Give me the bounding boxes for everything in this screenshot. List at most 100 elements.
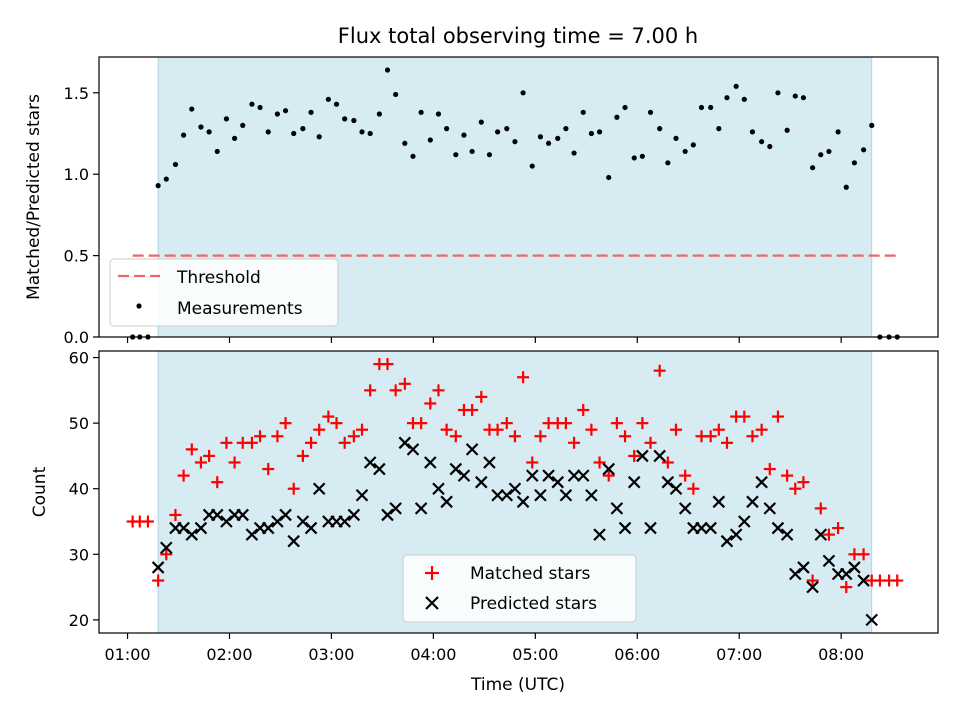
- measurement-point: [724, 95, 730, 101]
- predicted-star-point: [814, 528, 828, 541]
- measurement-point: [800, 95, 807, 101]
- ratio-ytick-label-2: 1.0: [64, 165, 89, 184]
- legend-measurements-label: Measurements: [177, 299, 303, 319]
- matched-star-point: [245, 436, 258, 449]
- predicted-star-point: [414, 502, 428, 515]
- measurement-point: [606, 174, 612, 181]
- predicted-star-point: [465, 443, 479, 456]
- measurement-point: [351, 117, 357, 124]
- measurement-point: [860, 147, 867, 153]
- matched-star-point: [822, 528, 835, 541]
- predicted-star-point: [661, 475, 675, 489]
- predicted-stars-points: [151, 436, 879, 627]
- matched-star-point: [432, 384, 445, 397]
- predicted-star-point: [457, 469, 471, 482]
- predicted-star-point: [261, 521, 275, 535]
- predicted-star-point: [500, 489, 514, 502]
- matched-star-point: [364, 384, 377, 397]
- predicted-star-point: [389, 502, 402, 515]
- count-xtick-label-1: 02:00: [206, 645, 252, 664]
- predicted-star-point: [567, 469, 581, 482]
- predicted-star-point: [491, 489, 504, 502]
- matched-star-point: [806, 574, 819, 587]
- legend-measurements-swatch: [136, 303, 142, 309]
- matched-star-point: [381, 358, 394, 371]
- measurement-point: [333, 101, 340, 107]
- measurement-point: [291, 130, 297, 137]
- predicted-star-point: [822, 554, 836, 568]
- predicted-star-point: [210, 508, 224, 522]
- measurement-point: [657, 126, 663, 132]
- matched-star-point: [857, 548, 870, 561]
- count-ytick-label-1: 30: [69, 545, 89, 564]
- predicted-star-point: [440, 495, 453, 509]
- measurement-point: [571, 150, 577, 156]
- measurement-point: [792, 93, 798, 99]
- measurement-point: [835, 129, 841, 135]
- matched-star-point: [177, 469, 190, 482]
- measurement-point: [545, 140, 552, 146]
- predicted-star-point: [508, 482, 522, 495]
- measurement-point: [478, 119, 484, 125]
- measurement-point: [393, 91, 399, 98]
- predicted-star-point: [220, 515, 233, 528]
- matched-star-point: [466, 404, 479, 417]
- matched-star-point: [610, 417, 623, 430]
- matched-star-point: [271, 430, 284, 443]
- count-y-ticks: 20 30 40 50 60: [69, 349, 99, 630]
- measurement-point: [214, 148, 220, 155]
- matched-star-point: [356, 423, 369, 436]
- predicted-star-point: [610, 502, 624, 515]
- legend-predicted-swatch: [425, 596, 439, 610]
- count-ytick-label-0: 20: [69, 611, 89, 630]
- matched-star-point: [305, 436, 318, 449]
- measurement-point: [504, 126, 510, 132]
- count-panel: 20 30 40 50 60 01:00 02:00 03:00 04:00 05:00 06:0…: [30, 349, 939, 695]
- predicted-star-point: [618, 521, 632, 535]
- measurement-point: [869, 122, 875, 128]
- matched-star-point: [619, 430, 632, 443]
- predicted-star-point: [797, 561, 810, 574]
- measurement-point: [359, 129, 365, 135]
- matched-star-point: [797, 476, 810, 489]
- measurement-point: [274, 111, 281, 117]
- predicted-star-point: [406, 443, 420, 456]
- predicted-star-point: [738, 515, 751, 528]
- measurement-point: [843, 184, 849, 190]
- matched-star-point: [712, 423, 725, 436]
- measurement-point: [708, 104, 714, 111]
- predicted-star-point: [525, 469, 539, 482]
- predicted-star-point: [627, 475, 641, 489]
- measurement-point: [342, 116, 348, 122]
- measurement-point: [767, 143, 773, 150]
- matched-star-point: [500, 417, 513, 430]
- matched-star-point: [296, 449, 309, 462]
- measurement-point: [461, 132, 467, 138]
- predicted-star-point: [304, 521, 318, 535]
- matched-star-point: [840, 581, 853, 594]
- matched-star-point: [628, 449, 641, 462]
- measurement-point: [810, 165, 816, 171]
- predicted-star-point: [347, 508, 361, 522]
- matched-star-point: [338, 436, 351, 449]
- matched-star-point: [526, 456, 539, 469]
- ratio-legend: Threshold Measurements: [109, 258, 339, 327]
- predicted-star-point: [542, 469, 555, 482]
- measurement-point: [418, 109, 424, 115]
- measurement-point: [631, 155, 637, 161]
- matched-star-point: [228, 456, 241, 469]
- matched-star-point: [789, 482, 802, 495]
- measurement-point: [784, 127, 790, 133]
- predicted-star-point: [593, 528, 606, 541]
- predicted-star-point: [771, 521, 785, 535]
- matched-star-point: [661, 456, 674, 469]
- measurement-point: [384, 67, 391, 73]
- predicted-star-point: [355, 489, 369, 502]
- measurement-point: [698, 104, 705, 111]
- chart-title: Flux total observing time = 7.00 h: [338, 24, 698, 48]
- count-xtick-label-7: 08:00: [818, 645, 864, 664]
- predicted-star-point: [160, 541, 173, 555]
- matched-star-point: [644, 436, 657, 449]
- predicted-star-point: [780, 528, 794, 541]
- measurement-point: [486, 152, 493, 158]
